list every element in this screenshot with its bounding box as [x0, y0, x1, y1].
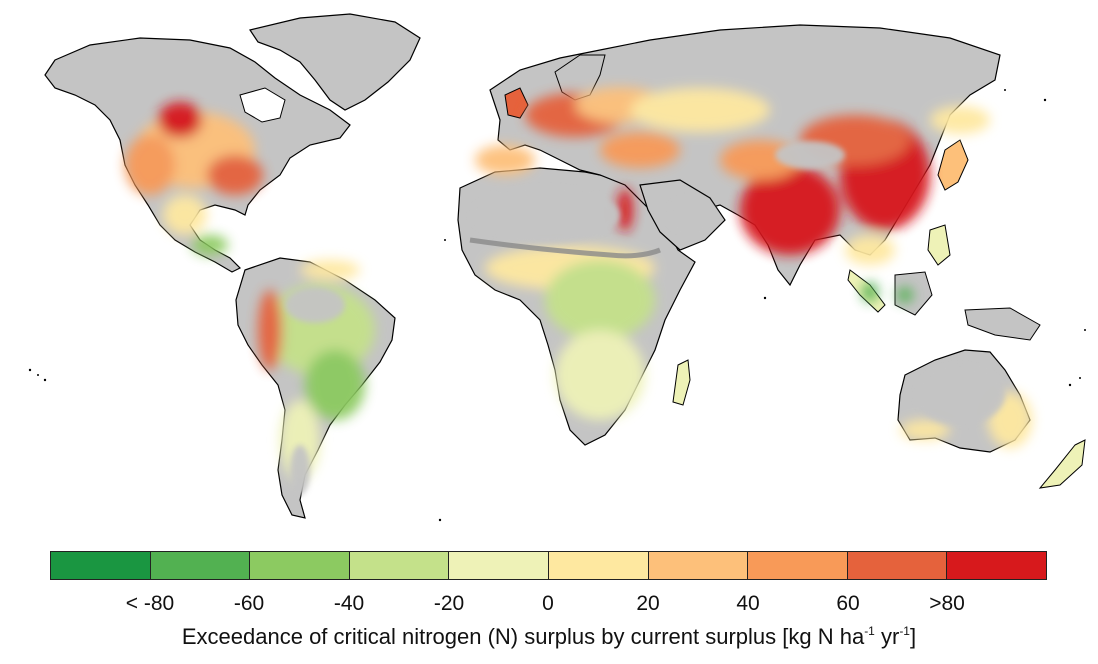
philippines-landmass — [927, 224, 951, 266]
caption-mid: yr — [874, 624, 900, 649]
greenland-landmass — [249, 13, 421, 111]
legend-swatch-1 — [51, 552, 151, 579]
surplus-overlay — [125, 87, 1032, 480]
legend-tick-label: >80 — [929, 592, 965, 615]
new-guinea-landmass — [964, 307, 1041, 341]
legend-swatch-3 — [250, 552, 350, 579]
legend-tick-label: -20 — [433, 592, 465, 615]
legend-swatch-8 — [748, 552, 848, 579]
legend-swatch-6 — [548, 552, 649, 579]
hudson-bay — [239, 87, 286, 123]
madagascar-landmass — [672, 359, 691, 406]
legend-swatch-2 — [150, 552, 251, 579]
legend-color-bar — [50, 551, 1047, 580]
legend-swatch-7 — [648, 552, 749, 579]
legend-tick-label: < -80 — [125, 592, 175, 615]
legend-tick-label: -60 — [233, 592, 265, 615]
legend-caption: Exceedance of critical nitrogen (N) surp… — [0, 624, 1098, 650]
legend-tick-label: 0 — [542, 592, 554, 615]
japan-landmass — [937, 139, 969, 191]
small-islands — [28, 89, 1086, 522]
british-isles-landmass — [504, 87, 529, 119]
caption-exponent-2: -1 — [899, 624, 910, 638]
caption-suffix: ] — [909, 624, 917, 649]
caption-exponent-1: -1 — [864, 624, 875, 638]
world-map — [28, 13, 1086, 522]
legend-swatch-5 — [449, 552, 549, 579]
no-data-overlay — [285, 141, 1005, 495]
scandinavia-landmass — [554, 54, 606, 101]
legend-tick-label: 60 — [836, 592, 860, 615]
legend-swatch-10 — [947, 552, 1046, 579]
new-zealand-landmass — [1038, 439, 1086, 489]
caption-prefix: Exceedance of critical nitrogen (N) surp… — [181, 624, 865, 649]
borneo-landmass — [894, 271, 933, 316]
legend-swatch-4 — [349, 552, 450, 579]
legend-tick-label: 40 — [736, 592, 760, 615]
legend-swatch-9 — [847, 552, 948, 579]
legend-tick-label: 20 — [636, 592, 660, 615]
legend-tick-label: -40 — [333, 592, 365, 615]
sahel-dark-band — [469, 237, 661, 259]
